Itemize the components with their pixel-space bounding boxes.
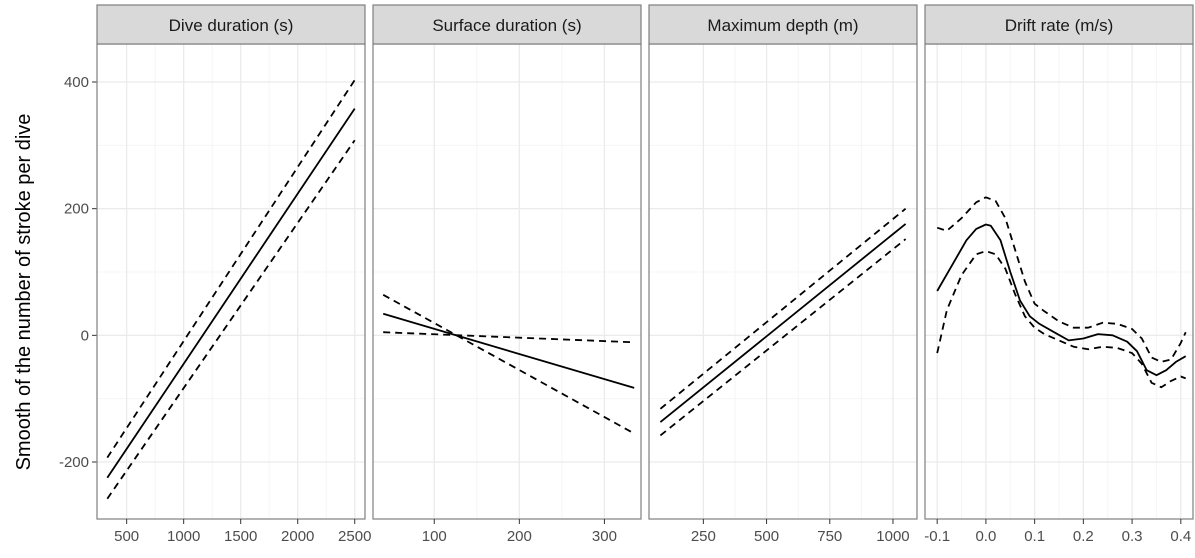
series-line-lower: [659, 238, 907, 437]
x-tick-label: 500: [754, 528, 779, 545]
panel-background: [649, 44, 917, 519]
x-tick-label: 250: [691, 528, 716, 545]
facet-title: Dive duration (s): [169, 16, 294, 35]
x-tick-label: 2500: [338, 528, 371, 545]
x-tick-label: 300: [592, 528, 617, 545]
panel-background: [97, 44, 365, 519]
series-line-upper: [936, 196, 1187, 363]
x-tick-label: 0.0: [975, 528, 996, 545]
series-line-lower: [936, 250, 1187, 389]
facet-panel: Drift rate (m/s) -0.1 0.0 0.1 0.2 0.3 0.4: [924, 4, 1194, 545]
x-tick-label: 1500: [224, 528, 257, 545]
y-tick-label: 200: [64, 201, 89, 218]
y-tick-label: -200: [59, 454, 89, 471]
facet-title: Maximum depth (m): [707, 16, 858, 35]
facet-strip: [648, 4, 918, 45]
series-line-fit: [936, 223, 1187, 377]
series-line-fit: [659, 223, 907, 423]
series-line-upper: [659, 208, 907, 410]
facet-panel: Surface duration (s) 100 200 300: [372, 4, 642, 545]
x-tick-label: -0.1: [924, 528, 950, 545]
series-line-upper: [106, 79, 356, 459]
x-tick-label: 200: [507, 528, 532, 545]
facet-strip: [372, 4, 642, 45]
x-tick-label: 1000: [876, 528, 909, 545]
panel-background: [373, 44, 641, 519]
facet-strip: [96, 4, 366, 45]
y-tick-label: 400: [64, 74, 89, 91]
series-line-fit: [106, 108, 356, 479]
facet-title: Drift rate (m/s): [1005, 16, 1114, 35]
x-tick-label: 0.4: [1170, 528, 1191, 545]
facet-title: Surface duration (s): [432, 16, 581, 35]
series-line-upper: [383, 331, 635, 344]
x-tick-label: 500: [114, 528, 139, 545]
y-tick-label: 0: [81, 327, 89, 344]
x-tick-label: 750: [817, 528, 842, 545]
x-tick-label: 0.2: [1073, 528, 1094, 545]
x-tick-label: 2000: [281, 528, 314, 545]
series-line-lower: [106, 139, 356, 500]
facet-panel: Dive duration (s) 500 1000 1500 2000 2500: [96, 4, 371, 545]
facet-panels: -200 0 200 400 Dive duration (s) 500 1000 1500 2…: [59, 4, 1194, 545]
y-axis-title: Smooth of the number of stroke per dive: [13, 114, 35, 471]
series-line-fit: [382, 312, 635, 389]
x-tick-label: 100: [422, 528, 447, 545]
facet-panel: Maximum depth (m) 250 500 750 1000: [648, 4, 918, 545]
facet-strip: [924, 4, 1194, 45]
x-tick-label: 1000: [167, 528, 200, 545]
x-tick-label: 0.1: [1024, 528, 1045, 545]
x-tick-label: 0.3: [1122, 528, 1143, 545]
